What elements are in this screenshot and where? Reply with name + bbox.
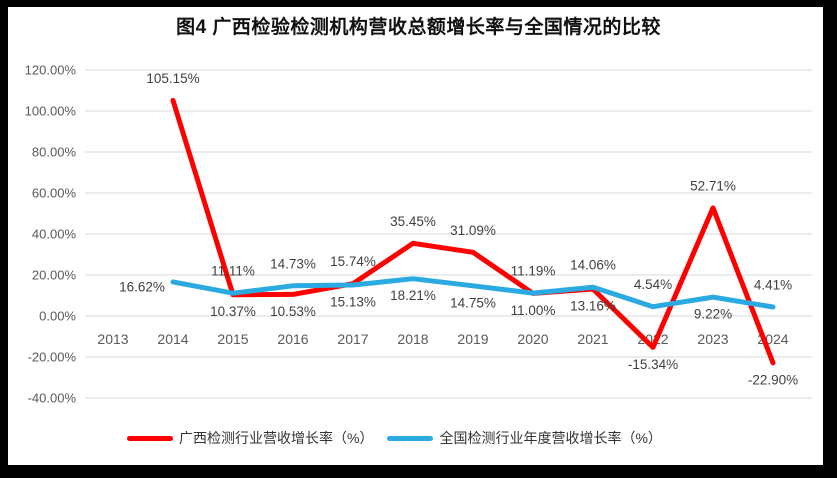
- chart-legend: 广西检测行业营收增长率（%） 全国检测行业年度营收增长率（%）: [127, 428, 662, 448]
- x-axis-label: 2018: [397, 331, 428, 347]
- data-label: 16.62%: [119, 279, 165, 294]
- frame-border-bottom: [0, 465, 837, 478]
- data-label: 11.00%: [511, 303, 556, 318]
- data-label: 52.71%: [690, 178, 736, 193]
- data-label: 35.45%: [390, 214, 436, 229]
- y-axis-tick-label: 60.00%: [32, 186, 77, 201]
- data-label: 105.15%: [146, 71, 199, 86]
- legend-label-national: 全国检测行业年度营收增长率（%）: [439, 430, 662, 446]
- data-label: -22.90%: [748, 372, 798, 387]
- y-axis-tick-label: -20.00%: [28, 350, 77, 365]
- y-axis-tick-label: 120.00%: [25, 63, 77, 78]
- data-label: 9.22%: [694, 307, 732, 322]
- series-line-guangxi: [170, 97, 776, 366]
- data-label: 13.16%: [570, 299, 616, 314]
- legend-item-guangxi: 广西检测行业营收增长率（%）: [127, 428, 373, 448]
- x-axis-label: 2023: [697, 331, 728, 347]
- data-label: 31.09%: [450, 223, 496, 238]
- x-axis-label: 2013: [97, 331, 128, 347]
- data-label: 14.73%: [270, 256, 316, 271]
- legend-item-national: 全国检测行业年度营收增长率（%）: [387, 428, 662, 448]
- data-label: 15.13%: [330, 294, 376, 309]
- y-axis-tick-label: -40.00%: [28, 391, 77, 406]
- y-axis-tick-label: 40.00%: [32, 227, 77, 242]
- frame-border-right: [823, 0, 837, 478]
- chart-title: 图4 广西检验检测机构营收总额增长率与全国情况的比较: [176, 17, 661, 38]
- data-label: 14.06%: [570, 258, 616, 273]
- frame-border-top: [0, 0, 837, 7]
- blue-line-swatch-icon: [387, 435, 434, 441]
- x-axis-label: 2019: [457, 331, 488, 347]
- x-axis-label: 2021: [577, 331, 608, 347]
- x-axis-label: 2016: [277, 331, 308, 347]
- data-label: 11.11%: [211, 264, 255, 279]
- data-label: 4.54%: [634, 277, 672, 292]
- series-line-national: [170, 276, 776, 310]
- x-axis-label: 2014: [157, 331, 188, 347]
- y-axis-tick-label: 80.00%: [32, 145, 77, 160]
- data-label: 10.37%: [210, 304, 256, 319]
- x-axis-label: 2017: [337, 331, 368, 347]
- x-axis-label: 2015: [217, 331, 248, 347]
- red-line-swatch-icon: [127, 435, 173, 441]
- data-label: 11.19%: [511, 264, 556, 279]
- y-axis-tick-label: 100.00%: [25, 104, 77, 119]
- data-label: 10.53%: [270, 304, 316, 319]
- legend-label-guangxi: 广西检测行业营收增长率（%）: [179, 430, 374, 446]
- data-label: 15.74%: [330, 254, 376, 269]
- y-axis-tick-label: 0.00%: [39, 309, 76, 324]
- y-axis-tick-label: 20.00%: [32, 268, 77, 283]
- x-axis-label: 2020: [517, 331, 548, 347]
- data-label: -15.34%: [628, 357, 678, 372]
- data-label: 14.75%: [450, 295, 496, 310]
- frame-border-left: [0, 0, 8, 478]
- data-label: 4.41%: [754, 277, 792, 292]
- data-label: 18.21%: [390, 288, 436, 303]
